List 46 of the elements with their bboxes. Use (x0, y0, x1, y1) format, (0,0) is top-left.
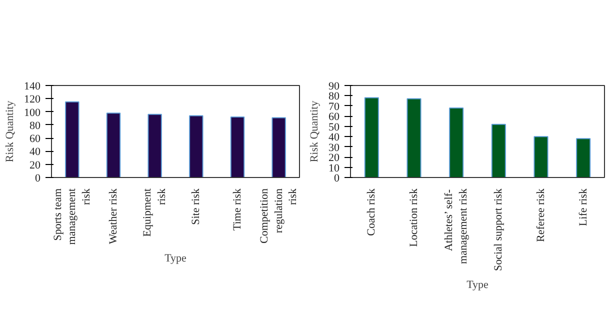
bar (534, 136, 548, 178)
y-axis-title: Risk Quantity (4, 100, 16, 162)
bar (230, 116, 245, 178)
y-tick-label: 20 (328, 152, 340, 164)
y-tick-label: 0 (35, 172, 41, 184)
y-tick-label: 100 (24, 106, 41, 119)
x-tick-label: Equipment risk (142, 188, 168, 237)
y-tick-label: 40 (30, 146, 41, 158)
y-axis-title: Risk Quantity (308, 100, 320, 162)
y-tick-label: 80 (30, 120, 41, 132)
bar (364, 97, 379, 178)
y-tick-label: 0 (334, 172, 340, 184)
x-tick-label: Sports team management risk (52, 188, 93, 245)
bar (148, 114, 162, 178)
bar (106, 112, 121, 178)
y-tick-label: 70 (328, 100, 340, 113)
x-tick-label: Competition regulation risk (258, 188, 300, 244)
bar (189, 115, 204, 178)
x-tick-label: Coach risk (366, 188, 378, 236)
x-tick-label: Athletes’ self-management risk (443, 188, 470, 264)
y-tick-label: 60 (30, 133, 41, 146)
bar (272, 117, 286, 178)
y-tick-label: 90 (328, 80, 340, 92)
y-tick-label: 10 (328, 162, 340, 174)
bar (65, 101, 80, 178)
y-tick-label: 30 (328, 142, 340, 154)
y-tick-label: 50 (328, 121, 340, 134)
y-tick-label: 120 (24, 94, 41, 106)
x-tick-label: Weather risk (108, 188, 120, 244)
y-tick-label: 140 (24, 80, 41, 92)
y-tick-label: 60 (328, 111, 340, 124)
x-tick-label: Social support risk (492, 188, 505, 271)
x-tick-label: Location risk (408, 188, 420, 247)
x-tick-label: Site risk (190, 188, 202, 225)
bar (491, 124, 506, 178)
bar (406, 98, 422, 178)
bar (576, 138, 591, 178)
x-tick-label: Referee risk (535, 188, 547, 242)
bar (449, 107, 464, 178)
y-tick-label: 40 (328, 132, 340, 144)
x-axis-title: Type (164, 252, 187, 265)
y-tick-label: 80 (328, 90, 340, 103)
y-tick-label: 20 (30, 159, 41, 172)
x-tick-label: Life risk (577, 188, 590, 226)
x-axis-title: Type (466, 278, 489, 291)
x-tick-label: Time risk (232, 188, 244, 231)
